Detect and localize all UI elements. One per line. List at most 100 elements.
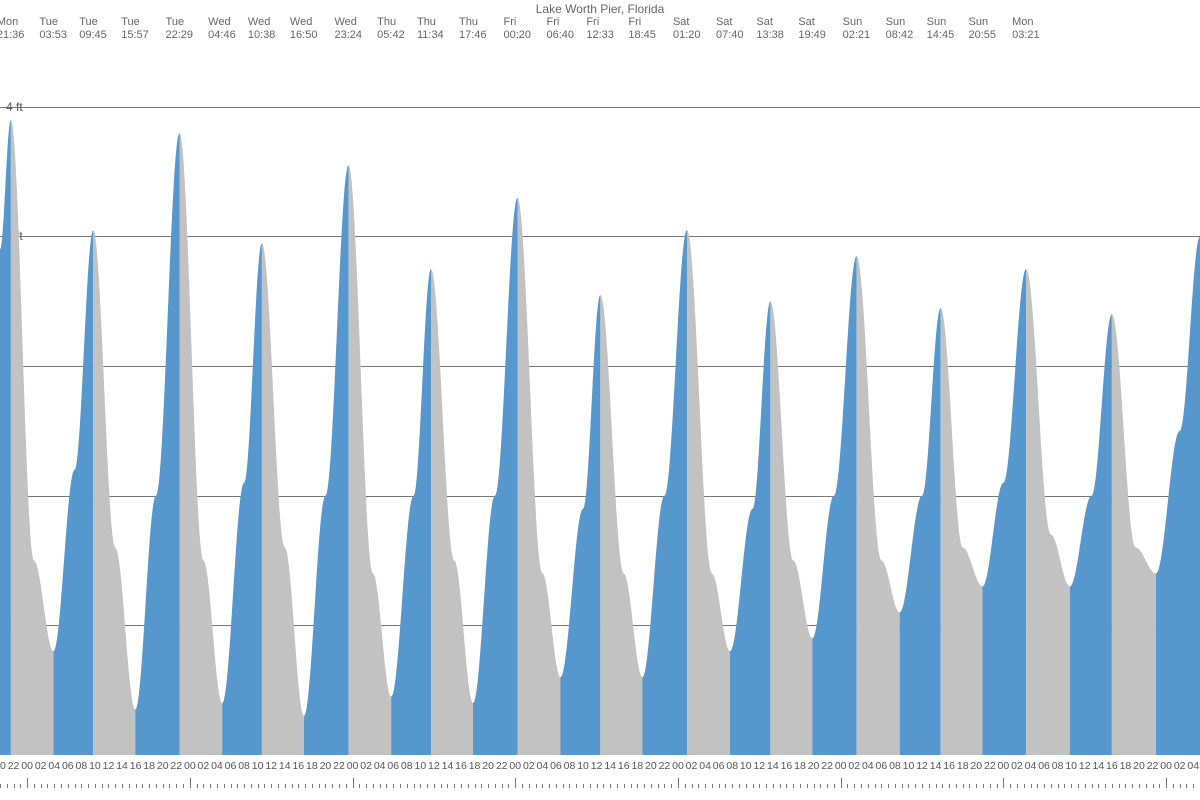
x-hour-label: 18 [1120, 760, 1132, 772]
x-tick [210, 784, 211, 788]
x-tick [1064, 784, 1065, 788]
x-tick [258, 784, 259, 788]
x-tick [915, 784, 916, 788]
x-hour-label: 08 [238, 760, 250, 772]
x-hour-label: 18 [306, 760, 318, 772]
x-hour-label: 10 [577, 760, 589, 772]
tide-fall-segment [1026, 269, 1070, 755]
x-tick [583, 784, 584, 788]
tide-rise-segment [222, 243, 262, 755]
x-tick [373, 784, 374, 788]
x-tick [414, 784, 415, 788]
x-hour-label: 22 [8, 760, 20, 772]
x-hour-label: 20 [808, 760, 820, 772]
x-tick [827, 784, 828, 788]
x-tick [108, 784, 109, 788]
x-hour-label: 12 [265, 760, 277, 772]
x-hour-label: 14 [279, 760, 291, 772]
x-tick [20, 784, 21, 788]
x-hour-label: 18 [469, 760, 481, 772]
x-tick [997, 784, 998, 788]
x-tick [990, 784, 991, 788]
x-tick [34, 784, 35, 788]
x-tick [712, 784, 713, 788]
x-tick [773, 784, 774, 788]
x-tick [346, 784, 347, 788]
x-tick [1125, 784, 1126, 788]
x-hour-label: 08 [1052, 760, 1064, 772]
x-tick [800, 784, 801, 788]
x-tick [685, 784, 686, 788]
x-tick [888, 784, 889, 788]
tide-rise-segment [730, 301, 770, 755]
x-tick [468, 784, 469, 788]
x-hour-label: 10 [252, 760, 264, 772]
x-hour-label: 02 [1174, 760, 1186, 772]
x-tick [68, 784, 69, 788]
x-tick [780, 784, 781, 788]
x-hour-label: 22 [984, 760, 996, 772]
x-tick [963, 784, 964, 788]
x-tick [1180, 784, 1181, 788]
tide-event-label: Sun 08:42 [886, 16, 914, 42]
x-tick [576, 784, 577, 788]
x-hour-label: 18 [957, 760, 969, 772]
x-tick [902, 784, 903, 788]
x-hour-label: 14 [116, 760, 128, 772]
x-tick [142, 784, 143, 788]
x-tick [0, 784, 1, 788]
x-tick [169, 784, 170, 788]
tide-rise-segment [983, 269, 1027, 755]
x-tick [1085, 784, 1086, 788]
x-hour-label: 02 [198, 760, 210, 772]
tide-fall-segment [262, 243, 304, 755]
x-tick [664, 784, 665, 788]
x-tick [759, 784, 760, 788]
x-hour-label: 14 [604, 760, 616, 772]
x-tick [156, 784, 157, 788]
x-tick [1186, 784, 1187, 788]
x-tick [407, 784, 408, 788]
x-hour-label: 22 [659, 760, 671, 772]
x-tick [969, 784, 970, 788]
x-tick [217, 784, 218, 788]
tide-event-label: Sat 07:40 [716, 16, 744, 42]
x-hour-label: 20 [320, 760, 332, 772]
x-hour-label: 20 [0, 760, 6, 772]
x-tick [766, 784, 767, 788]
x-hour-label: 02 [848, 760, 860, 772]
x-hour-label: 00 [998, 760, 1010, 772]
x-hour-label: 16 [781, 760, 793, 772]
x-hour-label: 00 [184, 760, 196, 772]
x-tick [95, 784, 96, 788]
x-tick [739, 784, 740, 788]
x-hour-label: 20 [157, 760, 169, 772]
tide-fall-segment [600, 295, 642, 755]
x-tick [102, 784, 103, 788]
x-hour-label: 06 [713, 760, 725, 772]
x-hour-label: 16 [618, 760, 630, 772]
x-tick [617, 784, 618, 788]
x-hour-label: 20 [645, 760, 657, 772]
x-hour-label: 04 [537, 760, 549, 772]
x-hour-label: 10 [414, 760, 426, 772]
x-tick [1173, 784, 1174, 788]
tide-fall-segment [1112, 314, 1156, 755]
x-tick [420, 784, 421, 788]
x-tick [1017, 784, 1018, 788]
x-hour-label: 04 [374, 760, 386, 772]
x-tick [536, 784, 537, 788]
x-hour-label: 14 [767, 760, 779, 772]
tide-fall-segment [687, 230, 730, 755]
x-hour-label: 20 [482, 760, 494, 772]
x-tick [814, 784, 815, 788]
tide-fall-segment [857, 256, 900, 755]
x-tick [502, 784, 503, 788]
x-hour-label: 00 [672, 760, 684, 772]
x-hour-label: 22 [821, 760, 833, 772]
x-tick [1193, 784, 1194, 788]
x-tick [841, 778, 842, 788]
x-tick [1132, 784, 1133, 788]
tide-fall-segment [180, 133, 223, 755]
tide-event-label: Wed 16:50 [290, 16, 318, 42]
